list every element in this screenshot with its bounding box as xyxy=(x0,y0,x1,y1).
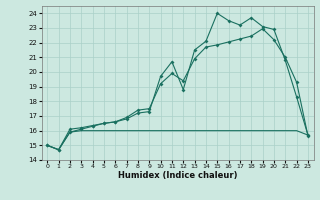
X-axis label: Humidex (Indice chaleur): Humidex (Indice chaleur) xyxy=(118,171,237,180)
